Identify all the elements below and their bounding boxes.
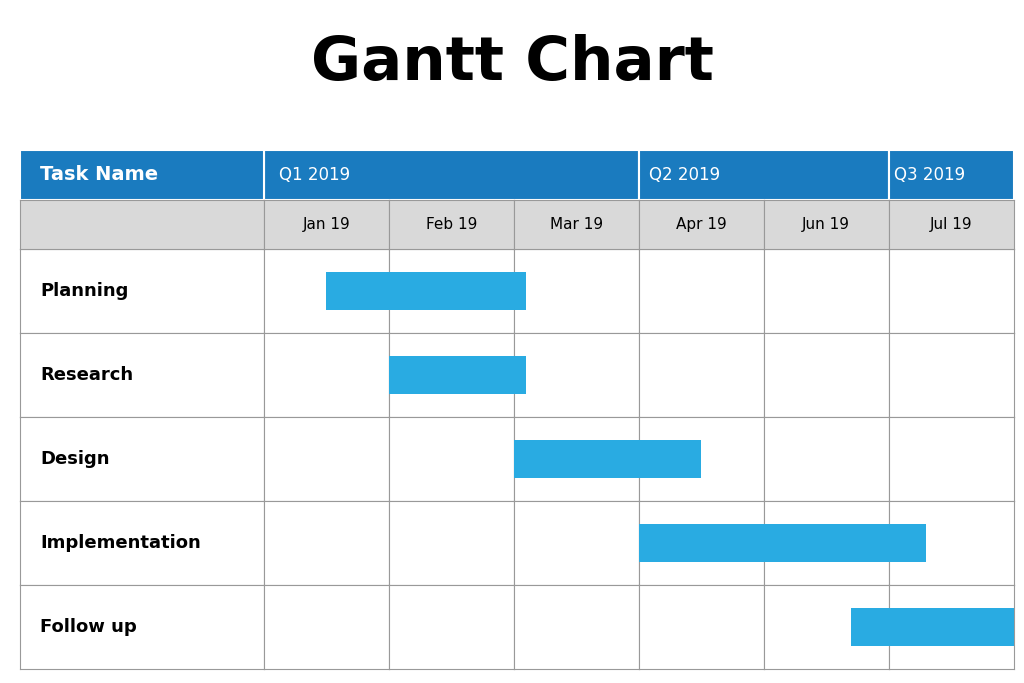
Text: Apr 19: Apr 19 [676,217,727,232]
Text: Research: Research [40,366,133,384]
Text: Jun 19: Jun 19 [802,217,850,232]
Text: Feb 19: Feb 19 [426,217,477,232]
Text: Implementation: Implementation [40,534,201,552]
Text: Jul 19: Jul 19 [930,217,973,232]
Text: Q3 2019: Q3 2019 [894,166,965,184]
Text: Jan 19: Jan 19 [302,217,350,232]
Text: Gantt Chart: Gantt Chart [310,34,714,93]
Text: Task Name: Task Name [40,165,158,184]
Text: Follow up: Follow up [40,618,136,637]
Text: Q2 2019: Q2 2019 [649,166,720,184]
Text: Planning: Planning [40,282,128,300]
Text: Mar 19: Mar 19 [550,217,603,232]
Text: Design: Design [40,450,110,468]
Text: Q1 2019: Q1 2019 [279,166,350,184]
